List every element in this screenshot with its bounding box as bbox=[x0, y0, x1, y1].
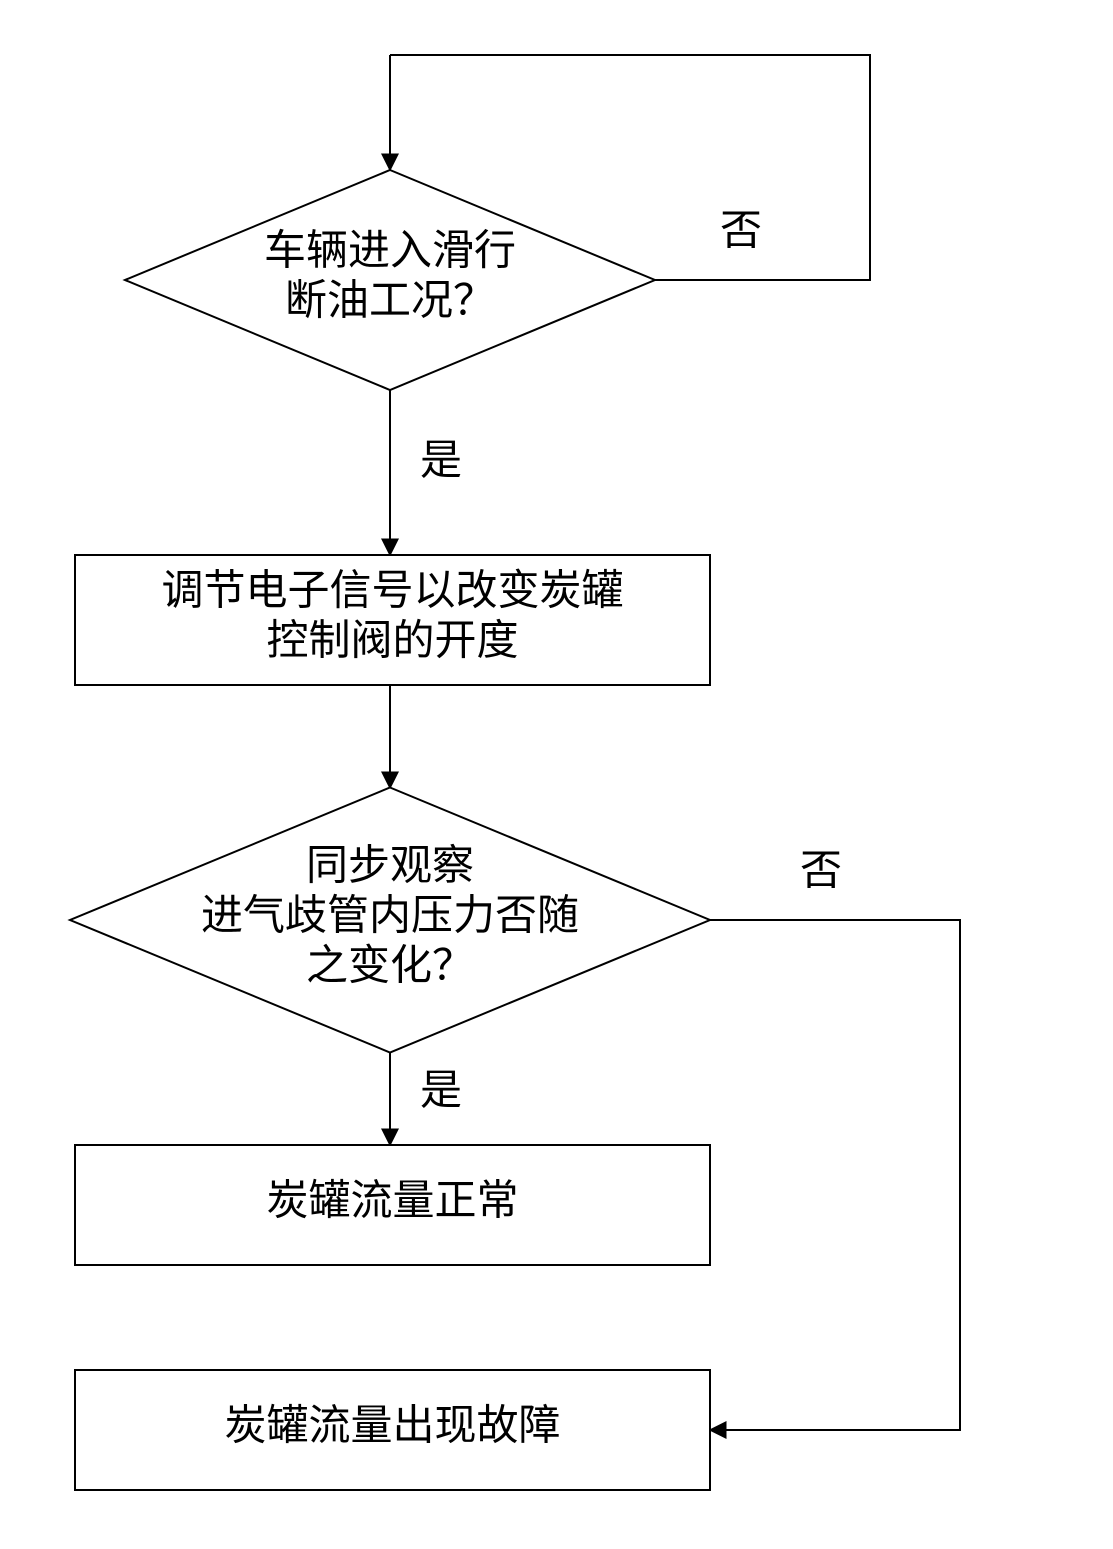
node-text-p2-0: 炭罐流量正常 bbox=[266, 1179, 518, 1225]
node-text-p1-0: 调节电子信号以改变炭罐 bbox=[161, 568, 623, 615]
node-text-d2-2: 之变化？ bbox=[306, 943, 474, 990]
node-text-d1-1: 断油工况？ bbox=[285, 279, 495, 325]
edge-label-e_d2_yes: 是 bbox=[420, 1069, 462, 1115]
node-text-p1-1: 控制阀的开度 bbox=[266, 619, 518, 665]
edge-label-e_d1_no: 否 bbox=[720, 209, 762, 255]
node-text-d1-0: 车辆进入滑行 bbox=[264, 229, 516, 275]
edge-e_d2_no bbox=[710, 920, 960, 1430]
node-text-d2-0: 同步观察 bbox=[306, 844, 474, 890]
node-text-p3-0: 炭罐流量出现故障 bbox=[224, 1404, 560, 1450]
edge-label-e_d1_yes: 是 bbox=[420, 439, 462, 485]
node-text-d2-1: 进气歧管内压力否随 bbox=[201, 894, 579, 940]
edge-label-e_d2_no: 否 bbox=[800, 849, 842, 895]
